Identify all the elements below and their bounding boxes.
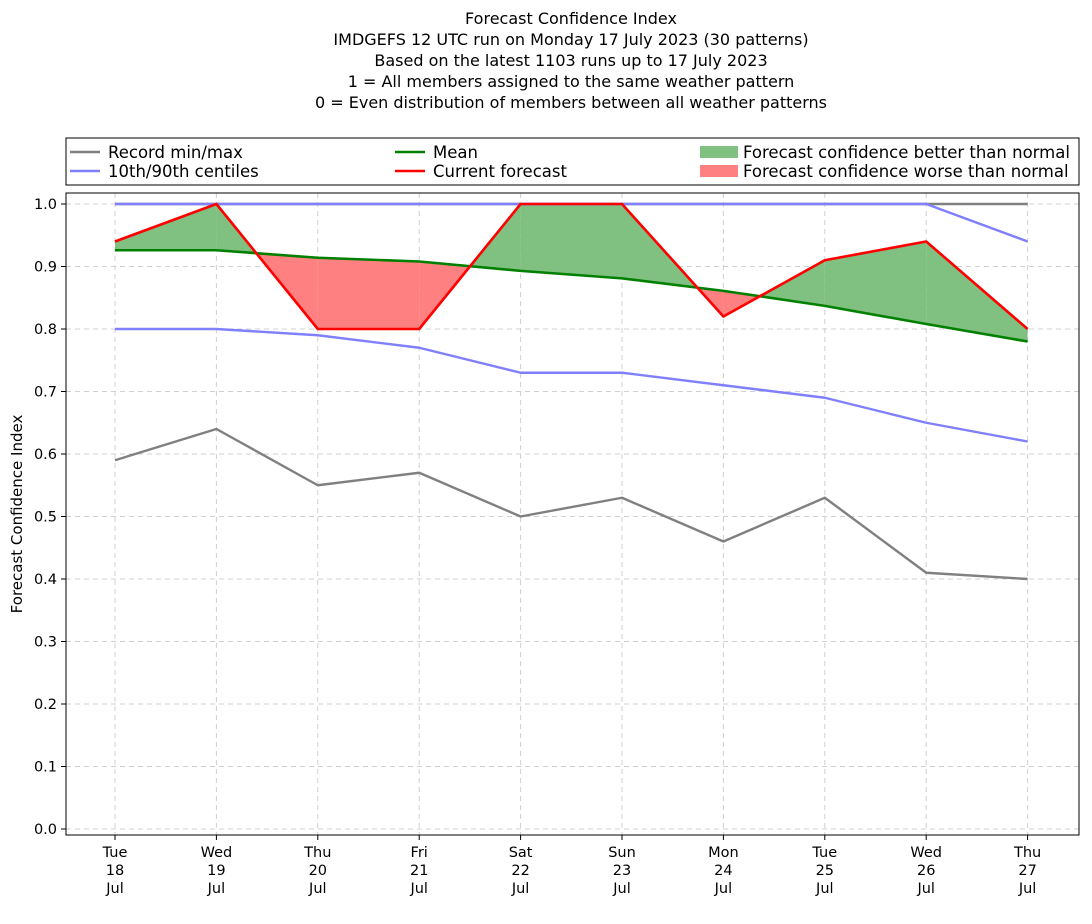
chart-title: Forecast Confidence Index IMDGEFS 12 UTC …: [315, 9, 827, 112]
legend-label: Forecast confidence worse than normal: [743, 162, 1069, 181]
better-fill: [115, 204, 217, 251]
y-tick-label: 0.3: [34, 635, 57, 651]
x-tick-label: Tue: [811, 845, 837, 861]
y-tick-label: 0.5: [34, 510, 57, 526]
x-tick-label: Sun: [608, 845, 636, 861]
x-tick-label: Jul: [815, 881, 834, 897]
worse-fill: [317, 257, 420, 329]
x-tick-label: Jul: [308, 881, 327, 897]
x-tick-label: Jul: [409, 881, 428, 897]
x-tick-label: 23: [613, 863, 631, 879]
series-mean: [115, 248, 1028, 343]
x-tick-label: Sat: [509, 845, 533, 861]
axes: 0.0 0.1 0.2 0.3 0.4 0.5 0.6 0.7 0.8 0.9 1.0 Tue 18 Ju…: [34, 197, 1041, 897]
x-tick-label: 25: [816, 863, 834, 879]
y-tick-label: 0.1: [34, 760, 57, 776]
legend-box: [65, 137, 1080, 186]
series-lines: [114, 202, 1029, 581]
title-line: Forecast Confidence Index: [465, 9, 677, 28]
legend-label: 10th/90th centiles: [108, 162, 259, 181]
x-tick-label: Tue: [102, 845, 128, 861]
x-tick-label: Mon: [708, 845, 739, 861]
y-tick-label: 0.2: [34, 697, 57, 713]
series-current: [114, 202, 1029, 331]
x-tick-label: 19: [207, 863, 225, 879]
legend-label: Mean: [433, 143, 478, 162]
legend-label: Current forecast: [433, 162, 567, 181]
x-tick-label: Wed: [910, 845, 942, 861]
x-tick-label: Jul: [105, 881, 124, 897]
x-tick-label: Jul: [511, 881, 530, 897]
x-tick-label: Jul: [207, 881, 226, 897]
y-tick-label: 0.8: [34, 322, 57, 338]
y-tick-label: 0.0: [34, 822, 57, 838]
x-tick-label: 27: [1018, 863, 1036, 879]
better-fill: [759, 260, 825, 306]
plot-frame: [65, 192, 1080, 836]
x-tick-label: 20: [309, 863, 327, 879]
x-tick-label: Jul: [612, 881, 631, 897]
grid: [66, 193, 1079, 835]
x-tick-label: Thu: [303, 845, 331, 861]
legend-label: Forecast confidence better than normal: [743, 143, 1070, 162]
title-line: 1 = All members assigned to the same wea…: [348, 72, 795, 91]
x-tick-label: 22: [511, 863, 529, 879]
better-fill: [520, 204, 622, 279]
x-tick-label: Fri: [411, 845, 428, 861]
x-tick-label: 18: [106, 863, 124, 879]
y-tick-label: 0.4: [34, 572, 57, 588]
series-record-min: [114, 427, 1028, 581]
better-fill: [824, 241, 927, 324]
x-tick-label: 24: [714, 863, 732, 879]
x-tick-label: Jul: [1018, 881, 1037, 897]
x-tick-label: Jul: [916, 881, 935, 897]
title-line: Based on the latest 1103 runs up to 17 J…: [374, 51, 767, 70]
legend-swatch: [700, 146, 738, 158]
title-line: 0 = Even distribution of members between…: [315, 93, 827, 112]
series-p10: [115, 327, 1028, 443]
y-tick-label: 0.7: [34, 385, 57, 401]
y-tick-label: 0.6: [34, 447, 57, 463]
y-tick-label: 0.9: [34, 260, 57, 276]
title-line: IMDGEFS 12 UTC run on Monday 17 July 202…: [333, 30, 808, 49]
better-fill: [926, 241, 1028, 342]
y-tick-label: 1.0: [34, 197, 57, 213]
x-tick-label: Jul: [714, 881, 733, 897]
legend-label: Record min/max: [108, 143, 243, 162]
x-tick-label: Wed: [201, 845, 233, 861]
x-tick-label: Thu: [1013, 845, 1041, 861]
x-tick-label: 21: [410, 863, 428, 879]
x-tick-label: 26: [917, 863, 935, 879]
y-axis-label: Forecast Confidence Index: [8, 415, 26, 614]
legend-swatch: [700, 165, 738, 177]
confidence-fills: [115, 204, 1028, 342]
